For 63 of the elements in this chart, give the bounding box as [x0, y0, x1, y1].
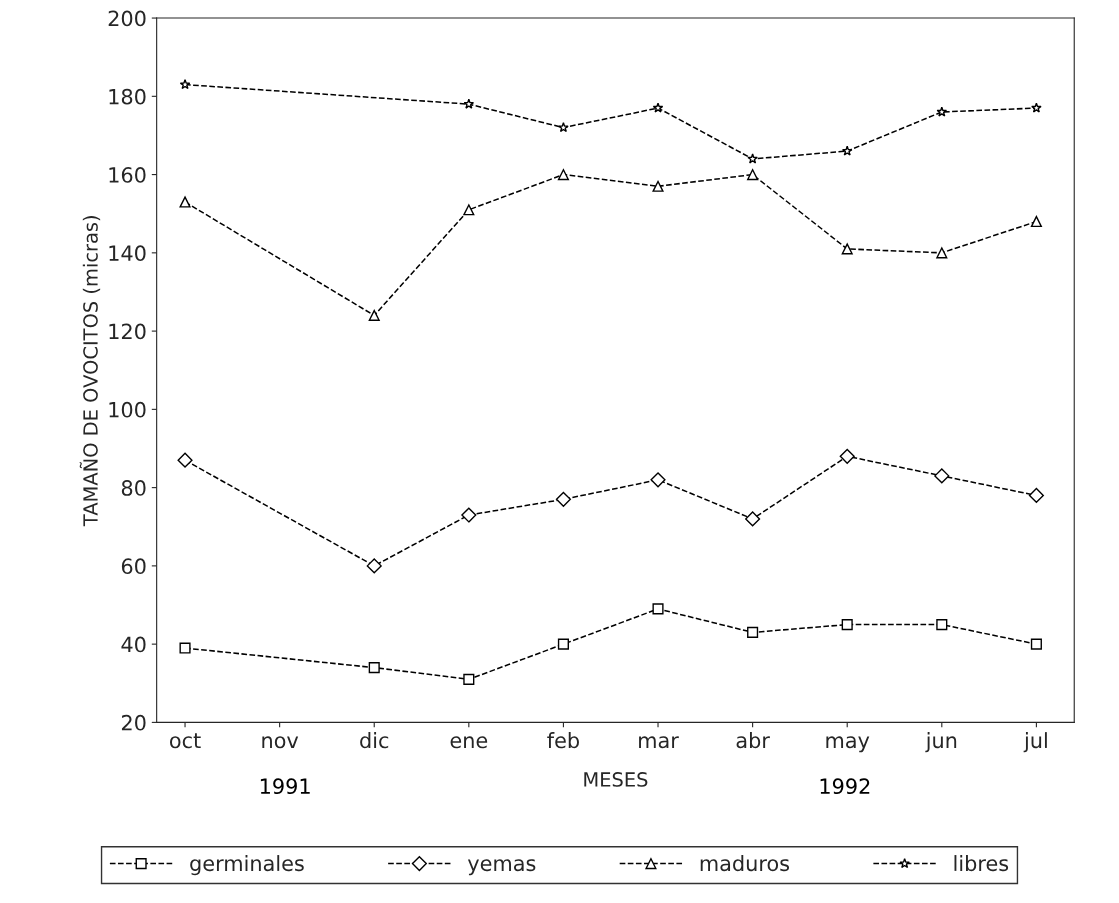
point — [652, 180, 664, 192]
point — [841, 145, 853, 156]
y-tick-label: 20 — [121, 714, 146, 731]
y-tick-label: 160 — [109, 167, 146, 183]
point — [745, 511, 761, 527]
y-tick-label: 180 — [109, 88, 146, 105]
y-tick-label: 140 — [109, 245, 146, 262]
point — [650, 472, 666, 488]
point — [555, 491, 571, 507]
point — [1031, 102, 1042, 113]
point — [652, 603, 664, 615]
point — [839, 448, 855, 464]
x-tick-label: oct — [170, 733, 201, 749]
x-tick-label: ene — [450, 736, 488, 749]
text: 1992 — [820, 778, 870, 795]
x-tick-label: feb — [547, 732, 579, 749]
point — [463, 204, 475, 216]
point — [368, 309, 380, 322]
point — [557, 638, 569, 650]
point — [841, 619, 853, 631]
point — [179, 196, 191, 208]
y-tick-label: 100 — [109, 401, 146, 418]
point — [936, 247, 948, 259]
point — [179, 79, 191, 90]
point — [463, 98, 475, 109]
point — [463, 673, 475, 685]
y-tick-label: 40 — [121, 636, 146, 653]
point — [1030, 638, 1042, 650]
x-tick-label: jun — [925, 732, 957, 753]
y-axis-title: TAMAÑO DE OVOCITOS (micras) — [79, 216, 101, 527]
point — [747, 153, 758, 164]
point — [934, 468, 950, 484]
legend-label: germinales — [190, 855, 304, 876]
y-tick-label: 120 — [109, 323, 146, 340]
x-tick-label: jul — [1023, 732, 1047, 753]
x-axis-title: MESES — [584, 772, 648, 787]
legend-label: libres — [954, 855, 1009, 872]
point — [558, 122, 569, 133]
y-tick-label: 80 — [121, 480, 146, 496]
x-tick-label: nov — [262, 736, 299, 749]
legend-label: yemas — [467, 859, 536, 876]
x-tick-label: dic — [360, 732, 389, 749]
text: 1991 — [260, 778, 310, 795]
point — [557, 169, 569, 181]
x-tick-label: may — [826, 736, 870, 753]
point — [179, 642, 191, 654]
point — [1030, 215, 1042, 228]
point — [1028, 487, 1044, 504]
x-tick-label: abr — [736, 732, 770, 749]
point — [747, 626, 759, 638]
y-tick-label: 200 — [108, 10, 146, 27]
point — [841, 243, 853, 255]
point — [652, 102, 664, 113]
point — [177, 452, 193, 468]
point — [368, 662, 380, 674]
x-tick-label: mar — [639, 736, 679, 749]
point — [461, 507, 477, 523]
point — [936, 619, 948, 631]
point — [366, 558, 382, 574]
point — [936, 106, 948, 117]
y-tick-label: 60 — [121, 558, 146, 575]
legend-label: maduros — [700, 855, 790, 872]
point — [747, 169, 759, 181]
